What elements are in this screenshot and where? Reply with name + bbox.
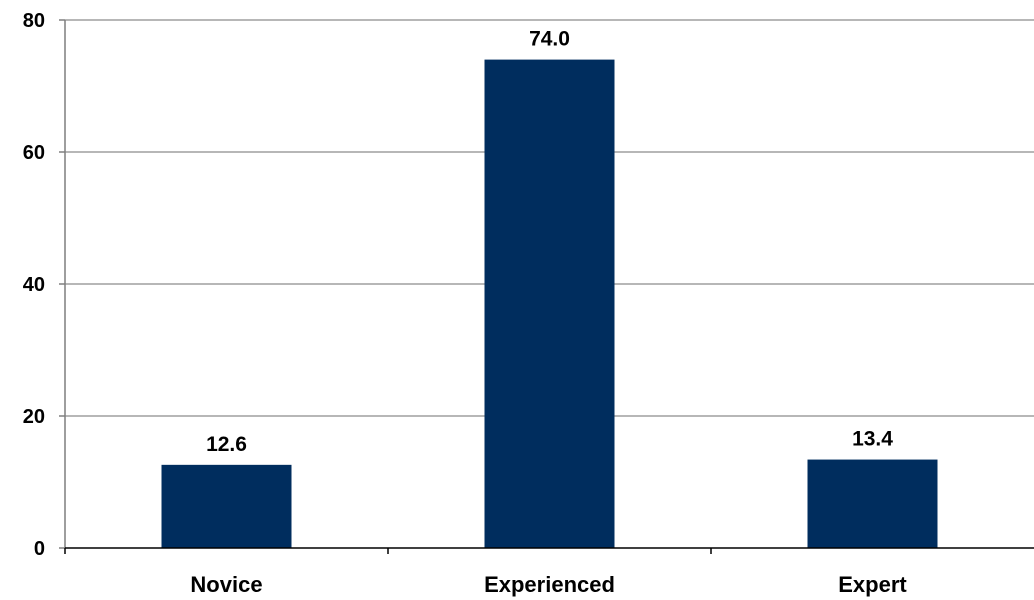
data-label: 13.4: [852, 428, 893, 451]
data-label: 12.6: [206, 433, 247, 456]
y-tick-labels: 0 20 40 60 80: [23, 10, 65, 560]
y-tick-label: 20: [23, 406, 45, 428]
bar-expert: [807, 459, 938, 548]
x-tick-label: Expert: [838, 572, 907, 597]
y-tick-label: 0: [34, 538, 45, 560]
y-tick-label: 60: [23, 142, 45, 164]
bar-novice: [161, 464, 292, 548]
data-label: 74.0: [529, 28, 570, 51]
bar-experienced: [484, 59, 615, 548]
x-tick-label: Novice: [190, 572, 262, 597]
y-tick-label: 40: [23, 274, 45, 296]
data-labels: 12.6 74.0 13.4: [206, 28, 893, 456]
x-tick-label: Experienced: [484, 572, 615, 597]
bars: [161, 59, 938, 548]
y-tick-label: 80: [23, 10, 45, 32]
x-tick-labels: Novice Experienced Expert: [64, 548, 907, 597]
